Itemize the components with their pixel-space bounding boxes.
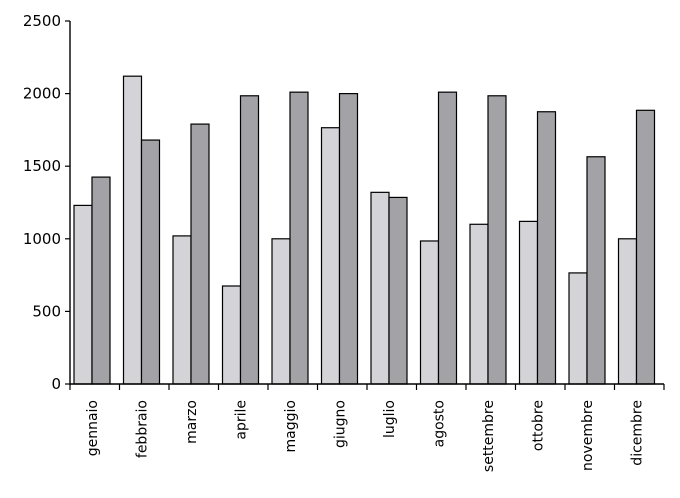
bar-series-2-agosto — [437, 91, 458, 385]
x-tick-label-ottobre: ottobre — [531, 400, 547, 451]
y-tick-label-500: 500 — [32, 302, 61, 320]
bar-series-2-novembre — [586, 156, 606, 385]
bar-series-2-settembre — [487, 95, 507, 385]
x-tick-label-gennaio: gennaio — [85, 400, 101, 456]
bar-series-1-luglio — [370, 191, 390, 385]
y-ticks-layer: 0 500 1000 1500 2000 2500 — [23, 12, 70, 393]
bar-series-1-agosto — [419, 240, 440, 385]
y-tick-label-2500: 2500 — [23, 12, 61, 30]
x-tick-label-agosto: agosto — [432, 400, 448, 447]
bar-series-2-aprile — [239, 95, 260, 385]
bar-series-1-settembre — [469, 223, 489, 385]
x-tick-label-giugno: giugno — [333, 400, 349, 448]
bar-series-2-gennaio — [91, 176, 111, 385]
bar-series-2-febbraio — [140, 139, 161, 385]
bar-series-1-giugno — [320, 127, 341, 385]
x-tick-label-aprile: aprile — [234, 400, 250, 440]
bar-series-1-marzo — [172, 235, 192, 385]
x-tick-label-dicembre: dicembre — [630, 400, 646, 466]
bar-series-1-aprile — [221, 285, 242, 385]
y-tick-label-1500: 1500 — [23, 157, 61, 175]
bar-series-2-luglio — [388, 196, 408, 385]
y-tick-label-0: 0 — [51, 375, 61, 393]
bar-series-2-dicembre — [635, 109, 656, 385]
bar-series-1-febbraio — [122, 75, 143, 385]
bar-series-1-maggio — [271, 238, 291, 385]
bar-series-1-ottobre — [518, 220, 539, 385]
x-tick-label-maggio: maggio — [283, 400, 299, 452]
x-ticks-layer: gennaio febbraio marzo aprile maggio giugno lu… — [69, 384, 665, 472]
x-tick-label-settembre: settembre — [481, 400, 497, 472]
bar-series-1-gennaio — [73, 204, 93, 385]
bar-series-2-maggio — [289, 91, 309, 385]
x-tick-label-febbraio: febbraio — [135, 400, 151, 458]
bar-series-1-dicembre — [617, 238, 638, 385]
x-tick-label-novembre: novembre — [580, 400, 596, 471]
bar-series-2-ottobre — [536, 111, 557, 385]
bars-layer — [73, 75, 656, 385]
bar-series-2-marzo — [190, 123, 210, 385]
bar-series-2-giugno — [338, 92, 359, 385]
y-tick-label-2000: 2000 — [23, 85, 61, 103]
bar-series-1-novembre — [568, 272, 588, 385]
y-tick-label-1000: 1000 — [23, 230, 61, 248]
x-tick-label-luglio: luglio — [382, 400, 398, 438]
x-tick-label-marzo: marzo — [184, 400, 200, 444]
